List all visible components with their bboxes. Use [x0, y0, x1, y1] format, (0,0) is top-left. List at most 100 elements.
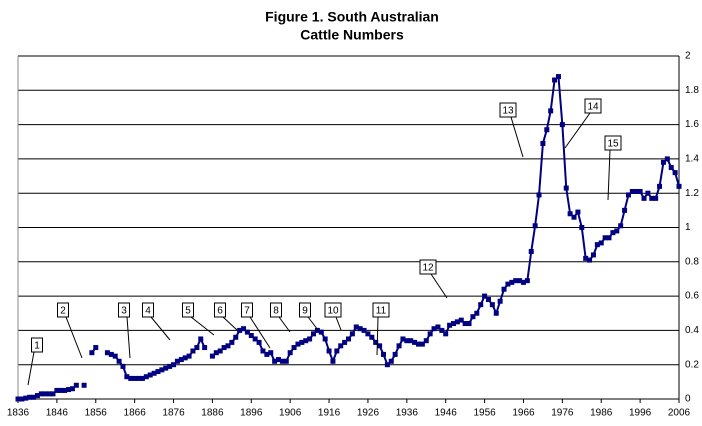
point-marker	[384, 362, 390, 368]
point-marker	[62, 387, 68, 393]
point-marker	[594, 242, 600, 248]
point-marker	[509, 279, 515, 285]
x-tick-label: 1886	[201, 408, 224, 419]
y-tick-label: 0.2	[685, 359, 699, 370]
point-marker	[482, 293, 488, 299]
point-marker	[454, 319, 460, 325]
point-marker	[182, 355, 188, 361]
point-marker	[178, 357, 184, 363]
point-marker	[501, 286, 507, 292]
point-marker	[198, 336, 204, 342]
point-marker	[629, 188, 635, 194]
point-marker	[38, 391, 44, 397]
x-tick-label: 1876	[162, 408, 185, 419]
y-tick-label: 0.4	[685, 325, 699, 336]
chart-title: Figure 1. South Australian	[265, 9, 439, 25]
point-marker	[303, 338, 309, 344]
annotation-leader	[564, 112, 591, 149]
point-marker	[664, 156, 670, 162]
point-marker	[163, 365, 169, 371]
point-marker	[190, 348, 196, 354]
point-marker	[104, 350, 110, 356]
annotation-label: 13	[502, 106, 514, 117]
annotation-label: 7	[244, 306, 250, 317]
point-marker	[151, 370, 157, 376]
annotation-box	[324, 302, 342, 318]
x-tick-label: 1916	[318, 408, 341, 419]
point-marker	[520, 279, 526, 285]
point-marker	[579, 225, 585, 230]
point-marker	[497, 298, 503, 304]
annotation-box	[57, 302, 69, 318]
point-marker	[431, 326, 437, 332]
annotation-box	[299, 302, 311, 318]
point-marker	[58, 387, 64, 393]
point-marker	[241, 326, 247, 332]
point-marker	[443, 331, 449, 337]
point-marker	[136, 375, 142, 381]
point-marker	[73, 382, 79, 388]
y-tick-label: 1.8	[685, 85, 699, 96]
x-tick-label: 1956	[473, 408, 496, 419]
x-tick-label: 1866	[124, 408, 147, 419]
point-marker	[69, 386, 75, 392]
point-marker	[46, 391, 52, 397]
point-marker	[649, 195, 655, 201]
annotation-leader	[278, 316, 291, 333]
point-marker	[388, 358, 394, 364]
point-marker	[517, 278, 523, 284]
point-marker	[334, 348, 340, 354]
point-marker	[322, 336, 328, 342]
x-tick-label: 1946	[435, 408, 458, 419]
point-marker	[34, 393, 40, 399]
point-marker	[637, 188, 643, 194]
point-marker	[248, 333, 254, 339]
point-marker	[513, 278, 519, 284]
point-marker	[93, 345, 99, 351]
point-marker	[295, 341, 301, 347]
y-tick-label: 0.6	[685, 291, 699, 302]
annotation-leader	[65, 316, 83, 359]
annotation-leader	[307, 316, 319, 331]
point-marker	[610, 230, 616, 236]
annotation-label: 2	[60, 306, 66, 317]
point-marker	[256, 339, 262, 345]
annotation-leader	[249, 316, 271, 349]
point-marker	[528, 249, 534, 255]
point-marker	[466, 321, 472, 327]
point-marker	[583, 255, 589, 261]
point-marker	[396, 343, 402, 349]
point-marker	[27, 394, 33, 400]
x-tick-label: 1966	[512, 408, 535, 419]
x-tick-label: 1936	[396, 408, 419, 419]
x-tick-label: 1986	[590, 408, 613, 419]
point-marker	[264, 351, 270, 357]
point-marker	[544, 127, 550, 133]
point-marker	[167, 363, 173, 369]
point-marker	[540, 140, 546, 146]
point-marker	[361, 327, 367, 333]
x-tick-label: 1846	[46, 408, 69, 419]
point-marker	[287, 350, 293, 356]
annotation-leader	[150, 316, 171, 341]
point-marker	[318, 329, 324, 335]
annotation-label: 14	[587, 102, 599, 113]
annotation-leader	[190, 316, 215, 336]
point-marker	[555, 74, 561, 80]
x-tick-label: 1836	[7, 408, 30, 419]
annotation-box	[214, 302, 226, 318]
x-tick-label: 1896	[240, 408, 263, 419]
point-marker	[470, 314, 476, 320]
annotation-label: 1	[34, 341, 40, 352]
point-marker	[505, 281, 511, 287]
point-marker	[377, 343, 383, 349]
point-marker	[23, 395, 29, 401]
annotation-label: 5	[185, 306, 191, 317]
point-marker	[338, 343, 344, 349]
point-marker	[291, 345, 297, 351]
point-marker	[128, 375, 134, 381]
point-marker	[365, 331, 371, 337]
annotation-leader	[126, 316, 131, 359]
annotation-label: 11	[376, 306, 387, 317]
point-marker	[427, 331, 433, 337]
